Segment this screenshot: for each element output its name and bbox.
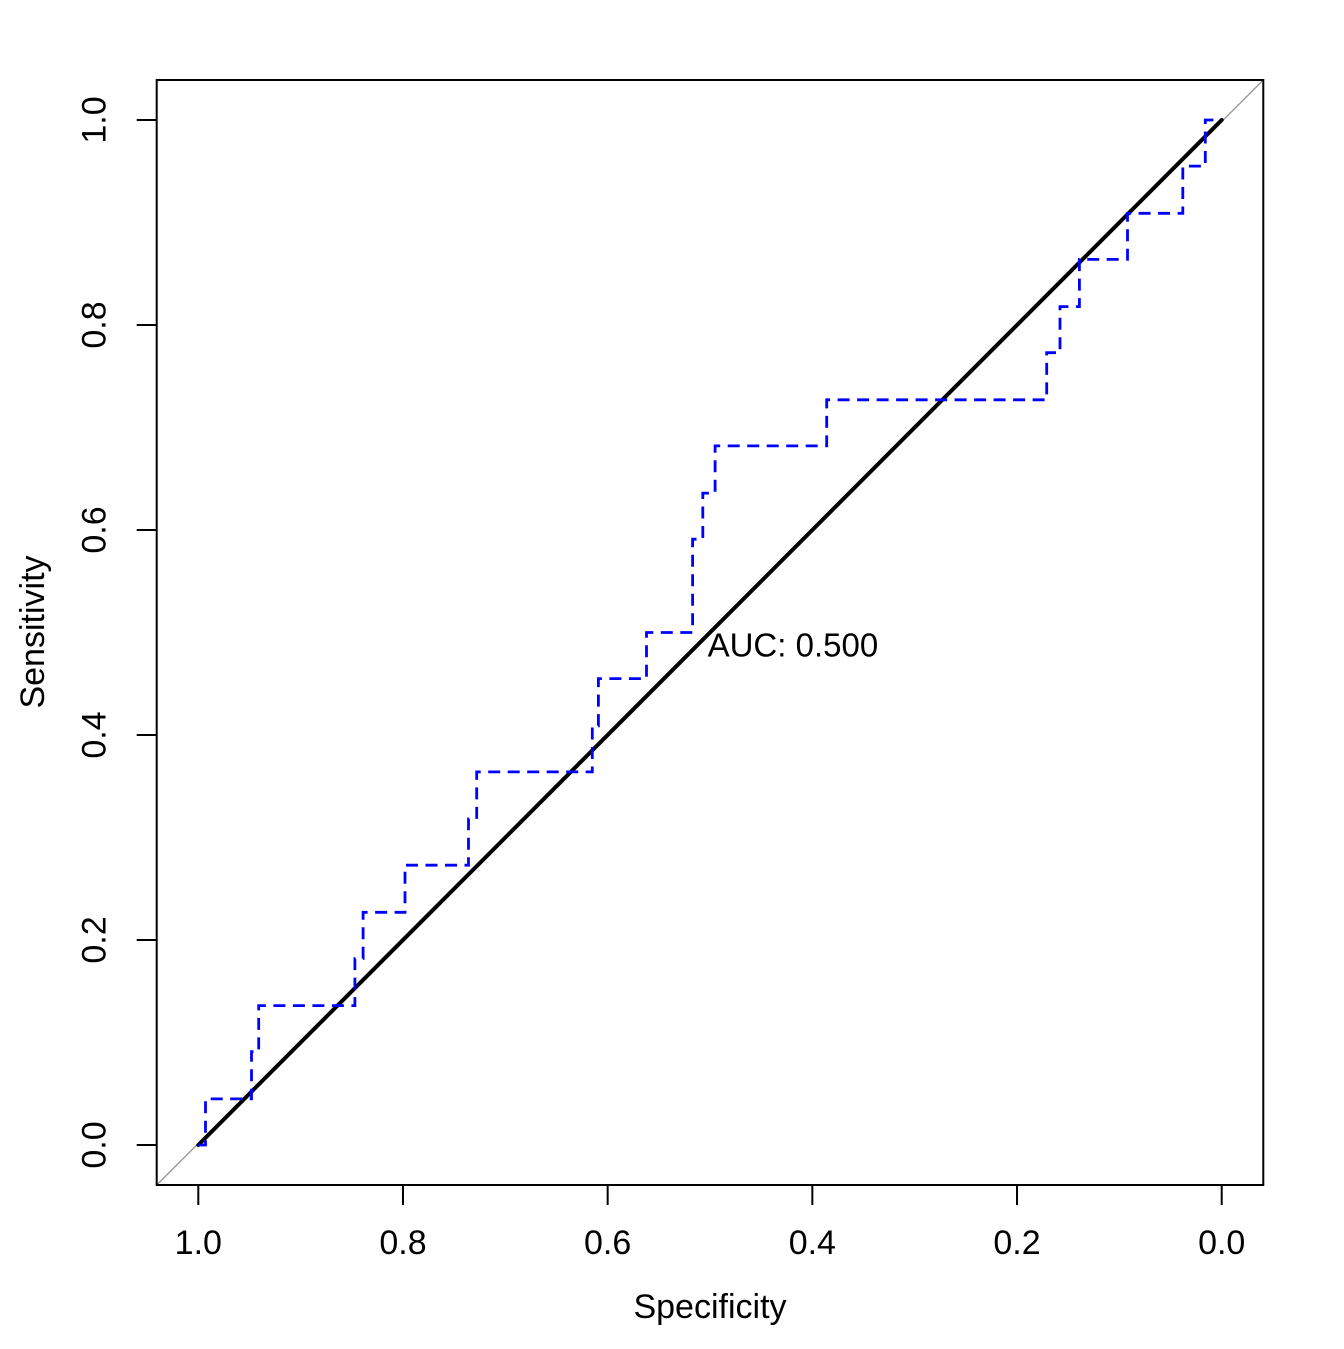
y-tick-label: 0.2 (76, 916, 114, 963)
x-tick-label: 1.0 (175, 1224, 222, 1262)
chance-diagonal-line (196, 118, 1224, 1147)
x-tick-label: 0.6 (584, 1224, 631, 1262)
x-axis-ticks: 1.0 0.8 0.6 0.4 0.2 0.0 (175, 1185, 1245, 1262)
x-tick-label: 0.4 (789, 1224, 836, 1262)
y-axis-ticks: 0.0 0.2 0.4 0.6 0.8 1.0 (76, 96, 157, 1169)
x-tick-label: 0.2 (993, 1224, 1040, 1262)
x-tick-label: 0.0 (1198, 1224, 1245, 1262)
auc-annotation: AUC: 0.500 (708, 627, 879, 664)
roc-curve-line (198, 118, 1222, 1147)
y-tick-label: 0.0 (76, 1121, 114, 1168)
y-axis-title: Sensitivity (14, 555, 52, 708)
y-tick-label: 1.0 (76, 96, 114, 143)
x-tick-label: 0.8 (379, 1224, 426, 1262)
x-axis-title: Specificity (633, 1288, 786, 1326)
y-tick-label: 0.8 (76, 301, 114, 348)
y-tick-label: 0.6 (76, 506, 114, 553)
plot-box (155, 79, 1265, 1186)
y-tick-label: 0.4 (76, 711, 114, 758)
